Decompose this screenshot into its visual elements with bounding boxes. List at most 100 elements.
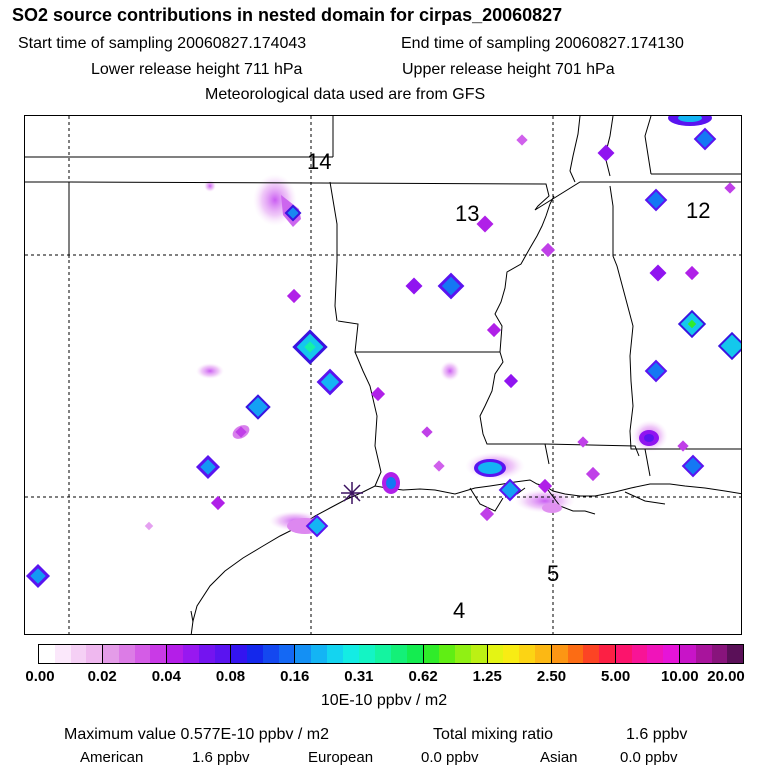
colorbar-swatch: [86, 645, 103, 663]
spot: [245, 394, 271, 420]
colorbar-swatch: [262, 645, 279, 663]
spot: [421, 426, 433, 438]
colorbar-tick-label: 0.04: [151, 668, 181, 685]
colorbar-swatch: [439, 645, 456, 663]
colorbar-swatch: [583, 645, 600, 663]
colorbar-swatch: [375, 645, 392, 663]
colorbar-swatch: [359, 645, 376, 663]
american-label: American: [80, 749, 144, 766]
colorbar-segment: [679, 645, 744, 663]
spot: [537, 478, 553, 494]
lower-release-label: Lower release height 711 hPa: [91, 61, 303, 78]
colorbar-tick-label: 5.00: [601, 668, 631, 685]
spot: [498, 478, 522, 502]
spot: [577, 436, 589, 448]
colorbar-swatch: [663, 645, 679, 663]
spot: [486, 322, 502, 338]
colorbar-segment: [551, 645, 616, 663]
spot: [370, 386, 386, 402]
colorbar-segment: [295, 645, 360, 663]
colorbar-swatch: [695, 645, 712, 663]
spot: [433, 460, 445, 472]
colorbar-swatch: [615, 645, 632, 663]
contribution-spots: [25, 116, 741, 589]
spot: [644, 188, 668, 212]
total-mixing-value: 1.6 ppbv: [626, 726, 688, 743]
release-location-star: [341, 482, 363, 504]
colorbar-tick-label: 10.00: [661, 668, 699, 685]
colorbar-swatch: [535, 645, 551, 663]
region-label: 12: [686, 198, 710, 223]
spot: [597, 144, 615, 162]
spot: [693, 127, 717, 151]
upper-release-label: Upper release height 701 hPa: [402, 61, 615, 78]
spot: [717, 331, 741, 361]
spot: [540, 242, 556, 258]
region-label: 13: [455, 201, 479, 226]
colorbar-swatch: [727, 645, 744, 663]
colorbar-swatch: [406, 645, 423, 663]
colorbar-tick-label: 0.31: [344, 668, 374, 685]
end-time-label: End time of sampling 20060827.174130: [401, 35, 684, 52]
total-mixing-label: Total mixing ratio: [433, 726, 554, 743]
colorbar-tick-label: 0.00: [25, 668, 55, 685]
colorbar-swatch: [103, 645, 119, 663]
spot: [382, 472, 400, 494]
spot: [681, 454, 705, 478]
colorbar-swatch: [503, 645, 520, 663]
spot: [542, 503, 562, 513]
european-label: European: [308, 749, 374, 766]
colorbar-swatch: [198, 645, 215, 663]
asian-value: 0.0 ppbv: [620, 749, 678, 766]
colorbar-swatch: [150, 645, 167, 663]
colorbar-tick-label: 0.16: [280, 668, 310, 685]
spot: [639, 430, 659, 446]
colorbar-segment: [359, 645, 424, 663]
spot: [677, 309, 707, 339]
state-boundaries: [25, 116, 741, 487]
colorbar-swatch: [39, 645, 55, 663]
colorbar-swatch: [278, 645, 295, 663]
coastline: [190, 479, 741, 634]
colorbar-swatch: [295, 645, 312, 663]
colorbar-swatch: [231, 645, 248, 663]
colorbar-swatch: [118, 645, 135, 663]
colorbar-swatch: [711, 645, 728, 663]
colorbar-swatch: [551, 645, 568, 663]
region-label: 4: [453, 598, 465, 623]
colorbar-segment: [103, 645, 168, 663]
colorbar-tick-label: 0.62: [408, 668, 438, 685]
plot-title: SO2 source contributions in nested domai…: [12, 5, 563, 25]
colorbar-swatch: [391, 645, 407, 663]
spot: [25, 563, 51, 589]
start-time-label: Start time of sampling 20060827.174043: [18, 35, 307, 52]
region-label: 5: [547, 561, 559, 586]
colorbar-swatch: [519, 645, 535, 663]
colorbar-segment: [423, 645, 488, 663]
colorbar-tick-label: 2.50: [536, 668, 567, 685]
colorbar-segment: [231, 645, 296, 663]
spot: [516, 134, 528, 146]
spot: [286, 288, 302, 304]
colorbar-swatch: [647, 645, 664, 663]
colorbar-swatch: [182, 645, 199, 663]
colorbar-segment: [39, 645, 104, 663]
colorbar-tick-label: 0.02: [87, 668, 117, 685]
colorbar-segment: [615, 645, 680, 663]
spot: [724, 182, 736, 194]
colorbar-swatch: [54, 645, 71, 663]
colorbar-swatch: [167, 645, 183, 663]
colorbar-swatch: [631, 645, 648, 663]
colorbar-units: 10E-10 ppbv / m2: [320, 692, 448, 709]
spot: [287, 514, 329, 538]
colorbar-swatch: [311, 645, 327, 663]
colorbar-segment: [167, 645, 232, 663]
spot: [144, 521, 154, 531]
colorbar-swatch: [326, 645, 343, 663]
spot: [668, 116, 712, 126]
spot: [649, 264, 667, 282]
spot: [479, 506, 495, 522]
spot: [292, 329, 328, 365]
met-data-label: Meteorological data used are from GFS: [205, 86, 486, 103]
colorbar-tick-label: 20.00: [707, 668, 745, 685]
